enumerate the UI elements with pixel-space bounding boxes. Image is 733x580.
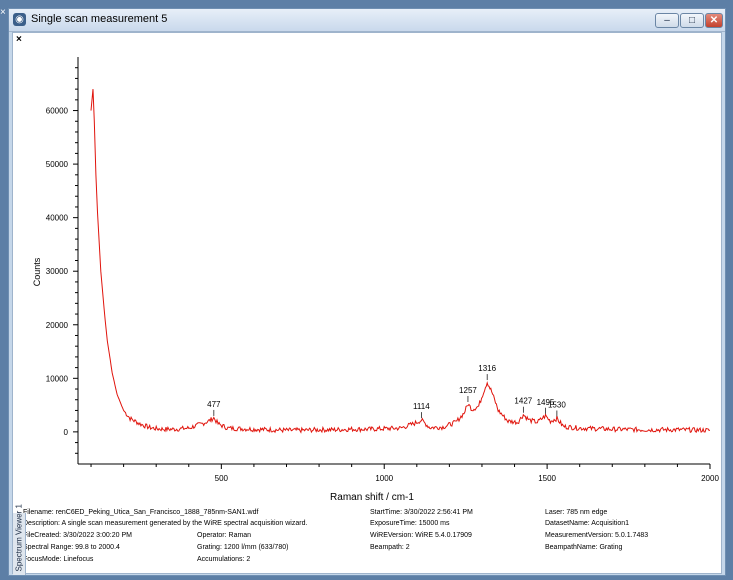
- peak-label: 477: [207, 400, 221, 409]
- app-icon: ◉: [13, 13, 26, 26]
- outer-close-marker[interactable]: ×: [0, 7, 6, 18]
- chart-axes: [77, 57, 710, 465]
- meta-measurement-version: MeasurementVersion: 5.0.1.7483: [545, 532, 649, 539]
- peak-label: 1114: [413, 402, 430, 411]
- meta-laser: Laser: 785 nm edge: [545, 509, 608, 516]
- meta-beampath: Beampath: 2: [370, 544, 410, 551]
- x-tick-label: 500: [215, 474, 229, 483]
- meta-wire-version: WiREVersion: WiRE 5.4.0.17909: [370, 532, 472, 539]
- chart-plot-area: [90, 89, 711, 434]
- y-tick-label: 60000: [46, 107, 69, 116]
- maximize-button[interactable]: □: [680, 13, 704, 28]
- meta-filename: Filename: renC6ED_Peking_Utica_San_Franc…: [23, 509, 259, 516]
- peak-label: 1530: [548, 400, 566, 409]
- meta-description: Description: A single scan measurement g…: [23, 520, 308, 527]
- peak-label: 1257: [459, 386, 477, 395]
- meta-spectral-range: Spectral Range: 99.8 to 2000.4: [23, 544, 120, 551]
- x-axis-label: Raman shift / cm-1: [330, 492, 414, 503]
- spectrum-viewer: × 0 10000 20000 30000 40000 50000 60000 500 1000…: [12, 32, 722, 575]
- meta-start-time: StartTime: 3/30/2022 2:56:41 PM: [370, 509, 473, 516]
- meta-accumulations: Accumulations: 2: [197, 556, 251, 563]
- raman-spectrum-chart[interactable]: 0 10000 20000 30000 40000 50000 60000 500 1000 15…: [13, 47, 721, 507]
- y-tick-label: 30000: [46, 267, 69, 276]
- y-tick-label: 20000: [46, 321, 69, 330]
- meta-beampath-name: BeampathName: Grating: [545, 544, 623, 551]
- meta-operator: Operator: Raman: [197, 532, 252, 539]
- title-bar[interactable]: ◉ Single scan measurement 5 – □ ✕: [9, 9, 725, 32]
- y-tick-label: 50000: [46, 160, 69, 169]
- y-tick-label: 10000: [46, 374, 69, 383]
- meta-focus-mode: FocusMode: Linefocus: [23, 556, 94, 563]
- peak-label: 1495: [537, 398, 555, 407]
- x-tick-label: 2000: [701, 474, 719, 483]
- peak-label: 1427: [514, 397, 532, 406]
- chart-ticks: 0 10000 20000 30000 40000 50000 60000 500 1000 15…: [46, 67, 719, 483]
- peak-label: 1316: [478, 364, 496, 373]
- minimize-button[interactable]: –: [655, 13, 679, 28]
- x-tick-label: 1000: [375, 474, 393, 483]
- y-axis-label: Counts: [32, 257, 42, 286]
- spectrum-window: ◉ Single scan measurement 5 – □ ✕ × 0 100…: [8, 8, 726, 576]
- spectrum-line: [90, 89, 711, 434]
- x-tick-label: 1500: [538, 474, 556, 483]
- meta-grating: Grating: 1200 l/mm (633/780): [197, 544, 289, 551]
- y-tick-label: 0: [64, 428, 69, 437]
- y-tick-label: 40000: [46, 214, 69, 223]
- spectrum-viewer-tab-label: Spectrum Viewer 1: [14, 504, 24, 572]
- close-icon[interactable]: ×: [16, 34, 22, 45]
- meta-dataset-name: DatasetName: Acquisition1: [545, 520, 630, 527]
- window-title: Single scan measurement 5: [31, 13, 168, 25]
- meta-exposure-time: ExposureTime: 15000 ms: [370, 520, 450, 527]
- meta-file-created: FileCreated: 3/30/2022 3:00:20 PM: [23, 532, 132, 539]
- close-button[interactable]: ✕: [705, 13, 723, 28]
- spectrum-viewer-tab[interactable]: Spectrum Viewer 1: [13, 504, 26, 575]
